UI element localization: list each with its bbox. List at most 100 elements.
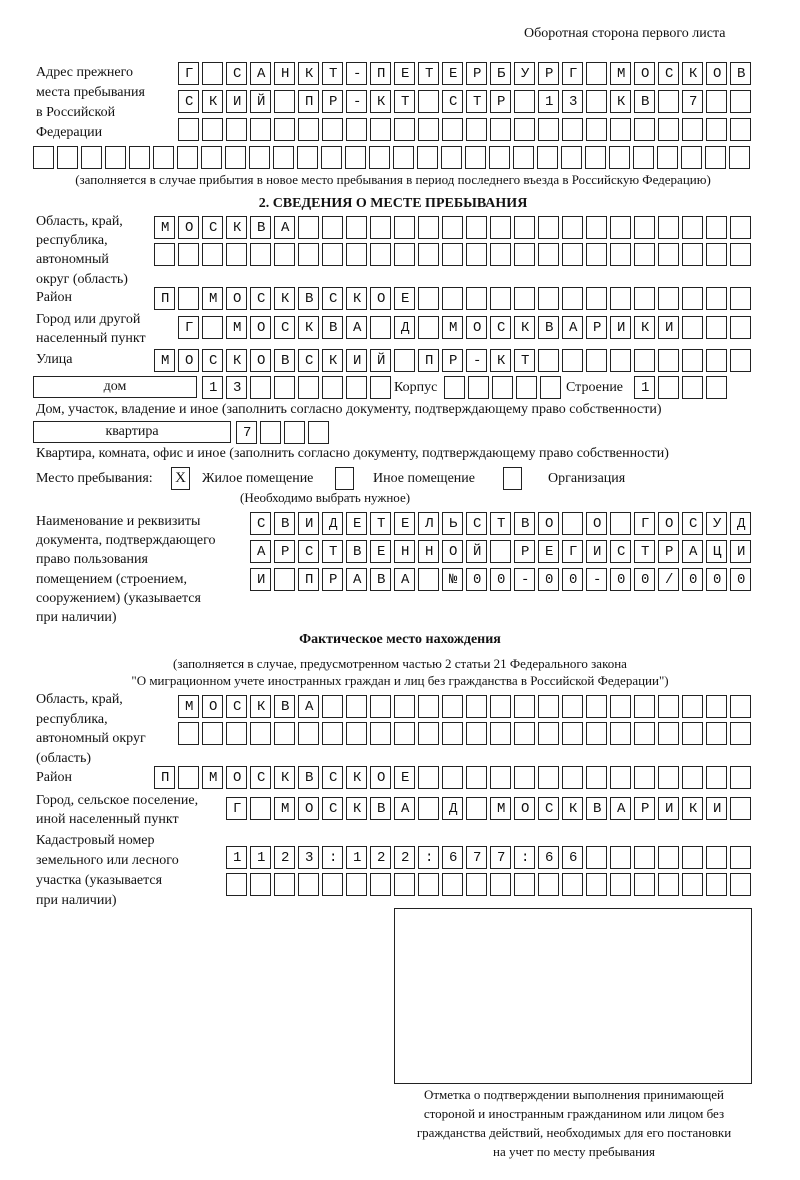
char-cell[interactable] [298, 846, 319, 869]
char-cell[interactable] [418, 722, 439, 745]
char-cell[interactable] [346, 722, 367, 745]
char-cell[interactable] [394, 349, 415, 372]
char-cell[interactable] [466, 118, 487, 141]
char-cell[interactable] [514, 846, 535, 869]
char-cell[interactable] [562, 118, 583, 141]
char-cell[interactable] [610, 873, 631, 896]
char-cell[interactable] [658, 540, 679, 563]
char-cell[interactable] [418, 512, 439, 535]
char-cell[interactable] [538, 766, 559, 789]
char-cell[interactable] [298, 873, 319, 896]
char-cell[interactable] [658, 90, 679, 113]
char-cell[interactable] [561, 146, 582, 169]
char-cell[interactable] [322, 722, 343, 745]
char-cell[interactable] [586, 540, 607, 563]
char-cell[interactable] [658, 349, 679, 372]
char-cell[interactable] [538, 722, 559, 745]
char-cell[interactable] [393, 146, 414, 169]
char-cell[interactable] [610, 568, 631, 591]
char-cell[interactable] [538, 540, 559, 563]
char-cell[interactable] [730, 90, 751, 113]
doc-row[interactable]: И ПРАВА №00-00-00/000 [250, 568, 754, 592]
char-cell[interactable] [226, 287, 247, 310]
char-cell[interactable] [178, 695, 199, 718]
char-cell[interactable] [394, 873, 415, 896]
char-cell[interactable] [346, 118, 367, 141]
char-cell[interactable] [706, 695, 727, 718]
char-cell[interactable] [490, 287, 511, 310]
char-cell[interactable] [466, 90, 487, 113]
char-cell[interactable] [394, 90, 415, 113]
char-cell[interactable] [322, 287, 343, 310]
char-cell[interactable] [322, 118, 343, 141]
char-cell[interactable] [322, 695, 343, 718]
char-cell[interactable] [682, 287, 703, 310]
char-cell[interactable] [202, 766, 223, 789]
char-cell[interactable] [226, 90, 247, 113]
char-cell[interactable] [634, 722, 655, 745]
char-cell[interactable] [346, 568, 367, 591]
char-cell[interactable] [418, 62, 439, 85]
char-cell[interactable] [586, 873, 607, 896]
char-cell[interactable] [226, 316, 247, 339]
char-cell[interactable] [442, 316, 463, 339]
char-cell[interactable] [226, 62, 247, 85]
char-cell[interactable] [706, 568, 727, 591]
char-cell[interactable] [634, 118, 655, 141]
char-cell[interactable] [658, 722, 679, 745]
char-cell[interactable] [706, 62, 727, 85]
char-cell[interactable] [466, 243, 487, 266]
char-cell[interactable] [370, 216, 391, 239]
char-cell[interactable] [250, 243, 271, 266]
char-cell[interactable] [610, 797, 631, 820]
char-cell[interactable] [442, 216, 463, 239]
char-cell[interactable] [730, 568, 751, 591]
char-cell[interactable] [394, 722, 415, 745]
char-cell[interactable] [586, 349, 607, 372]
char-cell[interactable] [322, 873, 343, 896]
char-cell[interactable] [370, 287, 391, 310]
doc-row[interactable]: АРСТВЕННОЙ РЕГИСТРАЦИ [250, 540, 754, 564]
char-cell[interactable] [298, 62, 319, 85]
char-cell[interactable] [418, 540, 439, 563]
char-cell[interactable] [226, 118, 247, 141]
char-cell[interactable] [346, 62, 367, 85]
char-cell[interactable] [466, 695, 487, 718]
char-cell[interactable] [729, 146, 750, 169]
char-cell[interactable] [346, 216, 367, 239]
char-cell[interactable] [514, 512, 535, 535]
char-cell[interactable] [394, 316, 415, 339]
char-cell[interactable] [346, 316, 367, 339]
char-cell[interactable] [298, 722, 319, 745]
char-cell[interactable] [586, 62, 607, 85]
char-cell[interactable] [274, 376, 295, 399]
char-cell[interactable] [682, 118, 703, 141]
region-row[interactable]: МОСКВА [154, 216, 754, 240]
char-cell[interactable] [538, 873, 559, 896]
char-cell[interactable] [322, 797, 343, 820]
actual-region-row[interactable] [178, 722, 754, 746]
char-cell[interactable] [298, 287, 319, 310]
char-cell[interactable] [465, 146, 486, 169]
flat-row[interactable]: 7 [236, 421, 332, 445]
char-cell[interactable] [490, 873, 511, 896]
char-cell[interactable] [226, 766, 247, 789]
street-row[interactable]: МОСКОВСКИЙ ПР-КТ [154, 349, 754, 373]
char-cell[interactable] [658, 846, 679, 869]
char-cell[interactable] [178, 349, 199, 372]
char-cell[interactable] [322, 316, 343, 339]
char-cell[interactable] [346, 695, 367, 718]
house-row[interactable]: 13 [202, 376, 394, 400]
char-cell[interactable] [202, 376, 223, 399]
char-cell[interactable] [730, 797, 751, 820]
char-cell[interactable] [634, 287, 655, 310]
char-cell[interactable] [322, 90, 343, 113]
char-cell[interactable] [658, 376, 679, 399]
char-cell[interactable] [490, 540, 511, 563]
char-cell[interactable] [442, 873, 463, 896]
char-cell[interactable] [562, 62, 583, 85]
char-cell[interactable] [466, 846, 487, 869]
char-cell[interactable] [610, 766, 631, 789]
char-cell[interactable] [730, 118, 751, 141]
char-cell[interactable] [466, 873, 487, 896]
